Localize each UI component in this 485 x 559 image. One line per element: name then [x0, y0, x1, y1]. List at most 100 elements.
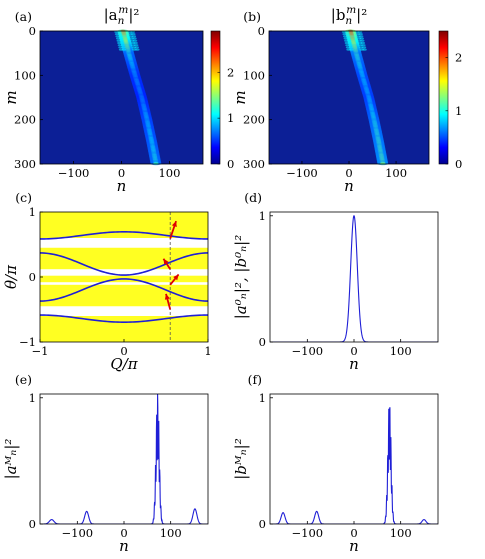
- x-axis-label: n: [349, 355, 359, 373]
- heatmap-cell: [133, 41, 138, 45]
- heatmap-panel-b: −100 0 100 0 100 200 300 (b) n m 0 1 2 |bnm|²: [231, 4, 462, 195]
- x-axis-label: n: [119, 537, 129, 555]
- y-tick-label: 0: [29, 24, 36, 38]
- arrow-head: [164, 293, 170, 300]
- y-axis-label: |aᴹₙ|²: [2, 439, 20, 480]
- series-line: [270, 214, 438, 342]
- colorbar-tick-label: 0: [455, 157, 462, 171]
- x-tick-label: 100: [390, 344, 412, 358]
- heatmap-cell: [118, 37, 124, 40]
- heatmap-cell: [346, 37, 351, 40]
- x-tick-label: 0: [120, 344, 127, 358]
- x-axis-label: n: [117, 177, 127, 195]
- heatmap-background: [40, 31, 203, 164]
- heatmap-cell: [348, 44, 353, 47]
- heatmap-cell: [118, 35, 123, 38]
- x-tick-label: −100: [62, 526, 94, 540]
- x-axis-label: n: [344, 177, 354, 195]
- x-tick-label: −1: [32, 344, 49, 358]
- colorbar-tick-label: 1: [227, 111, 234, 125]
- heatmap-cell: [361, 44, 366, 47]
- y-tick-label: 0: [29, 517, 36, 531]
- y-axis-label: θ/π: [2, 264, 20, 289]
- y-tick-label: −1: [19, 335, 36, 349]
- heatmap-cell: [132, 39, 138, 42]
- y-tick-label: 0: [259, 517, 266, 531]
- band-curve: [39, 314, 209, 323]
- panel-title: |bnm|²: [331, 4, 367, 27]
- heatmap-cell: [345, 35, 351, 38]
- x-tick-label: 0: [120, 526, 127, 540]
- series-line: [270, 407, 438, 524]
- line-panel-f: −100 0 100 0 1 (f) n |bᴹₙ|²: [232, 372, 439, 555]
- heatmap-cell: [119, 39, 124, 42]
- y-tick-label: 100: [14, 68, 36, 82]
- heatmap-cell: [131, 33, 136, 36]
- line-panel-d: −100 0 100 0 1 (d) n |a⁰ₙ|², |b⁰ₙ|²: [232, 190, 439, 373]
- x-tick-label: 1: [204, 344, 211, 358]
- x-tick-label: −100: [292, 526, 324, 540]
- x-tick-label: 0: [118, 166, 125, 180]
- y-tick-label: 200: [14, 113, 36, 127]
- arrow-head: [173, 274, 179, 281]
- y-tick-label: 0: [258, 24, 265, 38]
- x-tick-label: 100: [390, 526, 412, 540]
- heatmap-cell: [349, 48, 354, 51]
- band-curve: [39, 278, 209, 302]
- band-region: [40, 316, 208, 342]
- heatmap-cell: [347, 41, 352, 45]
- colorbar-tick-label: 2: [455, 51, 462, 65]
- heatmap-cell: [359, 37, 364, 40]
- heatmap-cell: [131, 35, 137, 38]
- y-tick-label: 1: [259, 209, 266, 223]
- heatmap-cell: [120, 41, 125, 45]
- heatmap-cell: [132, 37, 137, 40]
- x-axis-label: n: [349, 537, 359, 555]
- y-tick-label: 1: [259, 391, 266, 405]
- heatmap-cell: [358, 33, 363, 36]
- heatmap-cell: [121, 46, 126, 49]
- heatmap-cell: [134, 46, 139, 49]
- y-axis-label: m: [231, 90, 249, 104]
- x-tick-label: −100: [286, 166, 318, 180]
- y-tick-label: 0: [259, 335, 266, 349]
- panel-label: (e): [15, 372, 32, 387]
- heatmap-background: [269, 31, 429, 164]
- heatmap-cell: [134, 44, 139, 47]
- colorbar-tick-label: 0: [227, 157, 234, 171]
- y-tick-label: 0: [29, 270, 36, 284]
- arrow-head: [171, 221, 177, 228]
- x-tick-label: 0: [350, 526, 357, 540]
- band-region: [40, 247, 208, 270]
- colorbar: [438, 30, 449, 165]
- colorbar-tick-label: 1: [455, 104, 462, 118]
- plot-frame: [39, 393, 209, 525]
- heatmap-cell: [346, 39, 352, 42]
- x-tick-label: 100: [158, 166, 180, 180]
- plot-frame: [269, 393, 439, 525]
- panel-label: (b): [243, 9, 261, 24]
- heatmap-cell: [120, 44, 125, 47]
- panel-label: (f): [248, 372, 262, 387]
- heatmap-cell: [135, 48, 140, 51]
- heatmap-panel-a: −100 0 100 0 100 200 300 (a) n m 0 1 2 |anm|²: [2, 4, 234, 195]
- heatmap-cell: [362, 48, 367, 51]
- plot-frame: [269, 211, 439, 343]
- x-axis-label: Q/π: [110, 355, 138, 373]
- band-region: [40, 212, 208, 238]
- x-tick-label: 0: [345, 166, 352, 180]
- colorbar: [210, 30, 221, 165]
- heatmap-cell: [117, 33, 123, 36]
- band-curve: [39, 252, 209, 276]
- panel-label: (d): [244, 190, 262, 205]
- y-axis-label: |bᴹₙ|²: [232, 438, 250, 479]
- x-tick-label: −100: [292, 344, 324, 358]
- series-line: [40, 394, 208, 524]
- heatmap-cell: [361, 46, 367, 49]
- band-curve: [39, 231, 209, 240]
- heatmap-cell: [345, 33, 350, 36]
- x-tick-label: −100: [58, 166, 90, 180]
- heatmap-cell: [121, 48, 127, 51]
